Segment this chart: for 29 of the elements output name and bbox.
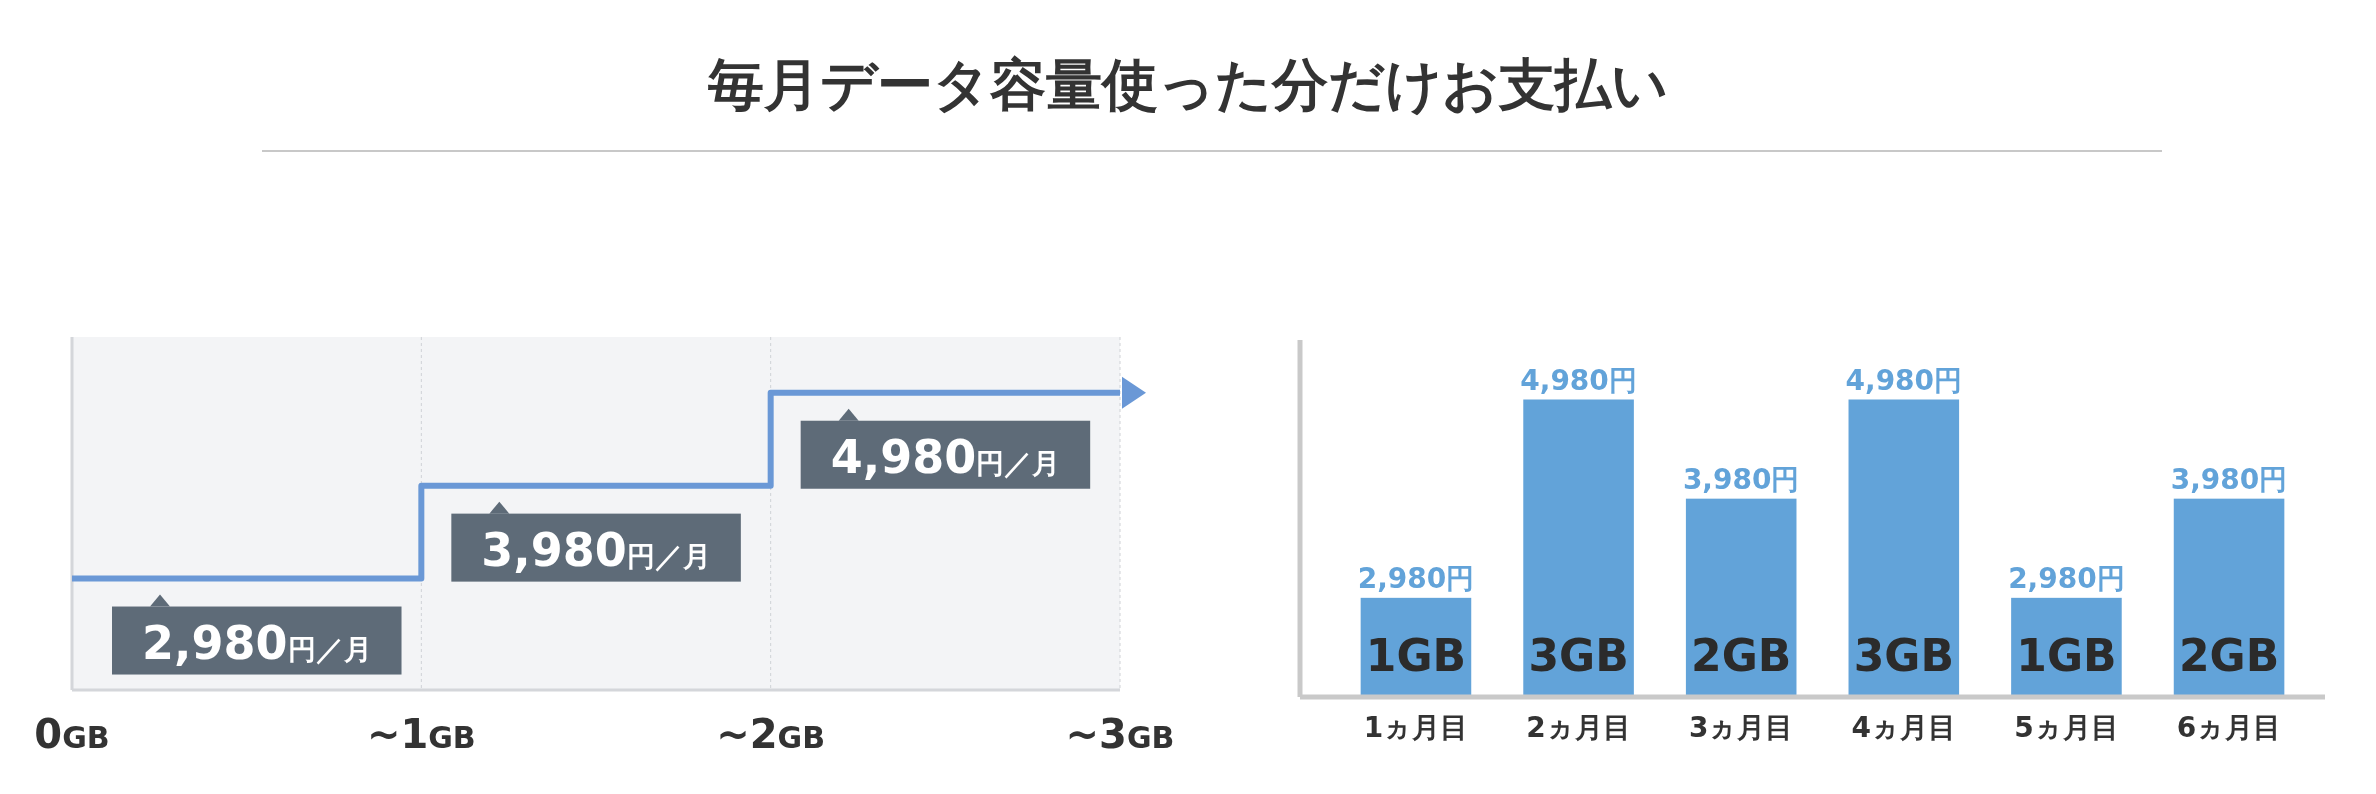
x-tick-label: ~1GB: [366, 711, 476, 757]
data-label: 2GB: [2178, 630, 2280, 681]
x-tick-label: 2ヵ月目: [1526, 711, 1631, 744]
data-label: 3GB: [1853, 630, 1954, 681]
x-tick-label: ~3GB: [1065, 711, 1175, 757]
annotation: 2,980円: [2008, 561, 2125, 595]
annotation: 3,980円: [1682, 462, 1800, 496]
annotation: 4,980円: [1520, 363, 1637, 397]
data-label: 2,980円／月: [142, 615, 372, 670]
callout: 2,980円／月: [112, 594, 402, 675]
data-label: 1GB: [1365, 630, 1467, 681]
x-tick-label: ~2GB: [716, 711, 826, 757]
callout: 4,980円／月: [800, 408, 1091, 489]
data-label: 1GB: [2016, 630, 2117, 681]
annotation: 4,980円: [1845, 363, 1963, 397]
x-tick-label: 0GB: [34, 711, 110, 757]
x-tick-label: 5ヵ月目: [2014, 711, 2119, 744]
x-tick-label: 3ヵ月目: [1688, 711, 1794, 744]
annotation: 2,980円: [1357, 561, 1475, 595]
x-tick-label: 6ヵ月目: [2176, 711, 2282, 744]
x-tick-label: 1ヵ月目: [1363, 711, 1469, 744]
callout: 3,980円／月: [451, 501, 741, 582]
data-label: 3,980円／月: [481, 522, 711, 577]
annotation: 3,980円: [2170, 462, 2288, 496]
x-tick-label: 4ヵ月目: [1851, 711, 1957, 744]
data-label: 4,980円／月: [830, 429, 1061, 484]
data-label: 3GB: [1528, 630, 1629, 681]
chart-title: 毎月データ容量使った分だけお支払い: [707, 52, 1668, 117]
data-label: 2GB: [1691, 630, 1792, 681]
